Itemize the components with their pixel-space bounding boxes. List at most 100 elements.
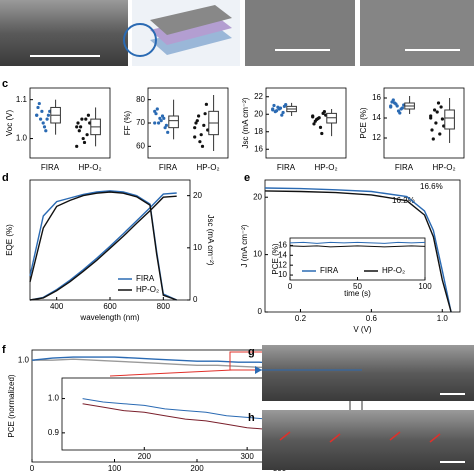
x-tick-label: HP-O₂ — [314, 163, 337, 172]
x-tick-label: HP-O₂ — [432, 163, 455, 172]
y2-tick-label: 10 — [193, 243, 202, 252]
x-tick-label: 200 — [138, 452, 152, 461]
y-axis-label: PCE (%) — [271, 243, 280, 274]
data-point — [204, 102, 208, 106]
data-point — [400, 106, 404, 110]
data-point — [202, 123, 206, 127]
y-tick-label: 12 — [372, 133, 381, 142]
sem-image — [360, 0, 474, 66]
data-point — [153, 109, 157, 113]
y-tick-label: 22 — [254, 92, 263, 101]
data-point — [44, 129, 48, 133]
panel-label: d — [2, 172, 9, 184]
y-tick-label: 0 — [258, 307, 263, 316]
data-point — [389, 104, 393, 108]
y-tick-label: 12 — [278, 260, 287, 269]
data-point — [79, 125, 83, 129]
x-tick-label: FIRA — [41, 163, 60, 172]
y-tick-label: 80 — [136, 95, 145, 104]
y-axis-label: J (mA cm⁻²) — [240, 224, 249, 267]
y-tick-label: 18 — [254, 127, 263, 136]
data-point — [281, 110, 285, 115]
data-point — [272, 103, 276, 108]
y-tick-label: 60 — [136, 141, 145, 150]
y2-axis-label: Jsc (mA cm⁻²) — [206, 215, 215, 266]
y-axis-label: Voc (V) — [5, 110, 14, 137]
data-point — [284, 103, 288, 107]
y2-tick-label: 20 — [193, 191, 202, 200]
data-point — [398, 111, 402, 115]
x-tick-label: 800 — [157, 302, 171, 311]
data-point — [76, 121, 80, 125]
y-axis-label: FF (%) — [123, 110, 132, 135]
data-point — [395, 104, 399, 108]
data-point — [271, 107, 275, 111]
data-point — [86, 113, 90, 117]
panel-label: c — [2, 78, 8, 90]
x-tick-label: 0 — [30, 464, 35, 473]
data-point — [159, 119, 163, 123]
data-point — [42, 125, 47, 129]
data-point — [155, 107, 159, 111]
y-tick-label: 1.1 — [16, 95, 28, 104]
data-point — [81, 136, 85, 141]
data-point — [320, 131, 324, 136]
defect-arrows — [279, 431, 441, 443]
data-point — [317, 116, 321, 120]
data-point — [164, 123, 168, 127]
panel-label: h — [248, 412, 255, 424]
x-tick-label: 600 — [103, 302, 117, 311]
data-point — [157, 121, 161, 125]
data-point — [35, 113, 39, 117]
data-point — [80, 117, 84, 121]
y-tick-label: 0.9 — [48, 428, 60, 437]
x-tick-label: 0 — [288, 282, 293, 291]
sem-image — [245, 0, 355, 66]
y-tick-label: 20 — [254, 109, 263, 118]
y-tick-label: 10 — [278, 270, 287, 279]
data-point — [75, 125, 79, 129]
data-point — [195, 119, 199, 123]
data-point — [430, 128, 434, 132]
data-line — [264, 187, 452, 313]
y-tick-label: 14 — [372, 113, 381, 122]
data-point — [440, 117, 444, 121]
data-line-y2 — [29, 192, 177, 301]
arrow-head — [255, 366, 262, 374]
box — [444, 109, 455, 130]
legend-label: HP-O₂ — [382, 266, 405, 275]
y-axis-label: Jsc (mA cm⁻²) — [241, 97, 250, 148]
data-point — [39, 117, 43, 121]
y-tick-label: 1.0 — [18, 355, 30, 364]
zoom-connector — [109, 369, 233, 377]
x-axis-label: V (V) — [353, 325, 372, 334]
y-axis-label: PCE (normalized) — [7, 374, 16, 437]
annotation: 16.6% — [420, 182, 443, 191]
data-point — [163, 126, 167, 130]
data-line — [289, 245, 426, 248]
data-point — [203, 112, 207, 116]
x-tick-label: 100 — [108, 464, 122, 473]
data-point — [162, 116, 166, 120]
y-axis-label: PCE (%) — [359, 107, 368, 138]
y2-tick-label: 0 — [193, 295, 198, 304]
data-point — [318, 125, 323, 129]
data-line — [289, 241, 426, 244]
data-point — [198, 140, 202, 144]
data-point — [154, 112, 158, 116]
data-point — [391, 98, 395, 102]
data-line — [29, 191, 177, 301]
data-point — [280, 113, 284, 117]
x-tick-label: 400 — [50, 302, 64, 311]
data-point — [194, 121, 198, 125]
x-axis-label: time (s) — [344, 289, 371, 298]
data-point — [40, 109, 44, 113]
x-tick-label: 100 — [418, 282, 432, 291]
y-tick-label: 10 — [253, 250, 262, 259]
data-line — [264, 190, 452, 313]
data-point — [312, 122, 316, 126]
x-tick-label: 300 — [240, 452, 254, 461]
data-point — [166, 130, 170, 134]
data-point — [158, 116, 162, 120]
data-point — [434, 121, 438, 125]
